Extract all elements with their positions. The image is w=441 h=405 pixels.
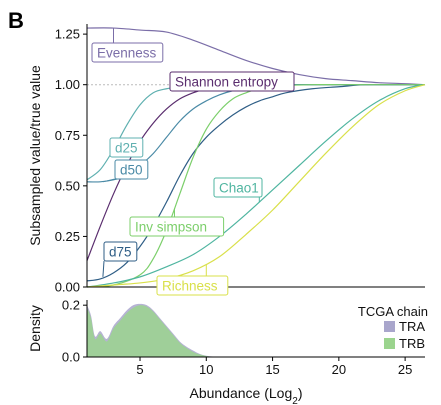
- x-tick-label: 10: [199, 362, 213, 377]
- annotation-richness: Richness: [156, 264, 229, 296]
- annotation-box: [103, 241, 138, 262]
- top-y-tick-label: 0.25: [55, 229, 80, 244]
- annotation-box: [156, 275, 229, 296]
- top-y-axis-label: Subsampled value/true value: [27, 65, 43, 246]
- annotation-leader: [102, 178, 116, 183]
- x-axis-label-end: ): [298, 385, 303, 401]
- legend-item-trb: TRB: [384, 336, 425, 351]
- legend-label: TRA: [399, 319, 425, 334]
- line-inv-simpson: [86, 84, 425, 288]
- x-axis-label-main: Abundance (Log: [190, 385, 293, 401]
- annotation-label: Inv simpson: [135, 220, 207, 235]
- x-tick-label: 20: [332, 362, 346, 377]
- annotation-label: Richness: [162, 279, 218, 294]
- legend-swatch: [384, 321, 395, 332]
- top-axes: 0.00 0.25 0.50 0.75 1.00 1.25: [55, 24, 425, 295]
- annotation-leader: [102, 260, 105, 277]
- legend-title: TCGA chain: [358, 304, 428, 319]
- annotation-box: [213, 177, 263, 198]
- bottom-axes: 0.0 0.2 5 10 15 20 25: [62, 298, 425, 377]
- area-trb: [87, 305, 220, 357]
- annotation-box: [91, 42, 164, 63]
- bottom-y-axis-label: Density: [27, 305, 43, 352]
- annotation-shannon-entropy: Shannon entropy: [169, 71, 295, 92]
- legend-item-tra: TRA: [384, 319, 425, 334]
- annotation-label: d25: [115, 141, 138, 156]
- line-evenness: [86, 27, 426, 86]
- line-richness: [86, 84, 426, 288]
- annotation-box: [114, 159, 149, 180]
- annotation-label: d50: [120, 163, 143, 178]
- bottom-y-tick-label: 0.2: [62, 298, 80, 313]
- x-axis-label: Abundance (Log2): [190, 385, 303, 405]
- bottom-panel: 0.0 0.2 5 10 15 20 25 Density Abundance (Log2)…: [27, 298, 428, 405]
- top-annotations: Evenness Shannon entropy d25 d50 Chao1 Inv si…: [91, 28, 295, 296]
- legend-label: TRB: [399, 336, 425, 351]
- top-y-tick-label: 0.75: [55, 128, 80, 143]
- annotation-chao1: Chao1: [213, 177, 263, 203]
- annotation-box: [129, 216, 225, 237]
- x-tick-label: 15: [265, 362, 279, 377]
- annotation-label: Chao1: [219, 181, 259, 196]
- x-axis-label-subscript: 2: [292, 396, 298, 405]
- annotation-evenness: Evenness: [91, 28, 164, 63]
- panel-letter: B: [8, 8, 24, 33]
- top-y-tick-label: 1.00: [55, 77, 80, 92]
- top-y-tick-label: 1.25: [55, 27, 80, 42]
- annotation-label: d75: [109, 245, 132, 260]
- annotation-box: [169, 71, 295, 92]
- annotation-inv-simpson: Inv simpson: [129, 208, 225, 237]
- line-chao1: [86, 84, 426, 288]
- top-y-tick-label: 0.50: [55, 178, 80, 193]
- x-tick-label: 25: [398, 362, 412, 377]
- annotation-box: [109, 137, 144, 158]
- annotation-d25: d25: [109, 137, 144, 158]
- legend-swatch: [384, 338, 395, 349]
- annotation-label: Evenness: [97, 46, 157, 61]
- top-panel: 0.00 0.25 0.50 0.75 1.00 1.25 Subsampled valu…: [27, 24, 426, 296]
- annotation-label: Shannon entropy: [175, 75, 278, 90]
- annotation-d50: d50: [102, 159, 149, 183]
- legend-items: TRA TRB: [384, 319, 425, 351]
- legend: TCGA chain TRA TRB: [358, 304, 428, 351]
- bottom-y-tick-label: 0.0: [62, 350, 80, 365]
- annotation-d75: d75: [102, 241, 138, 277]
- top-y-tick-label: 0.00: [55, 280, 80, 295]
- density-areas: [87, 303, 220, 357]
- x-tick-label: 5: [136, 362, 143, 377]
